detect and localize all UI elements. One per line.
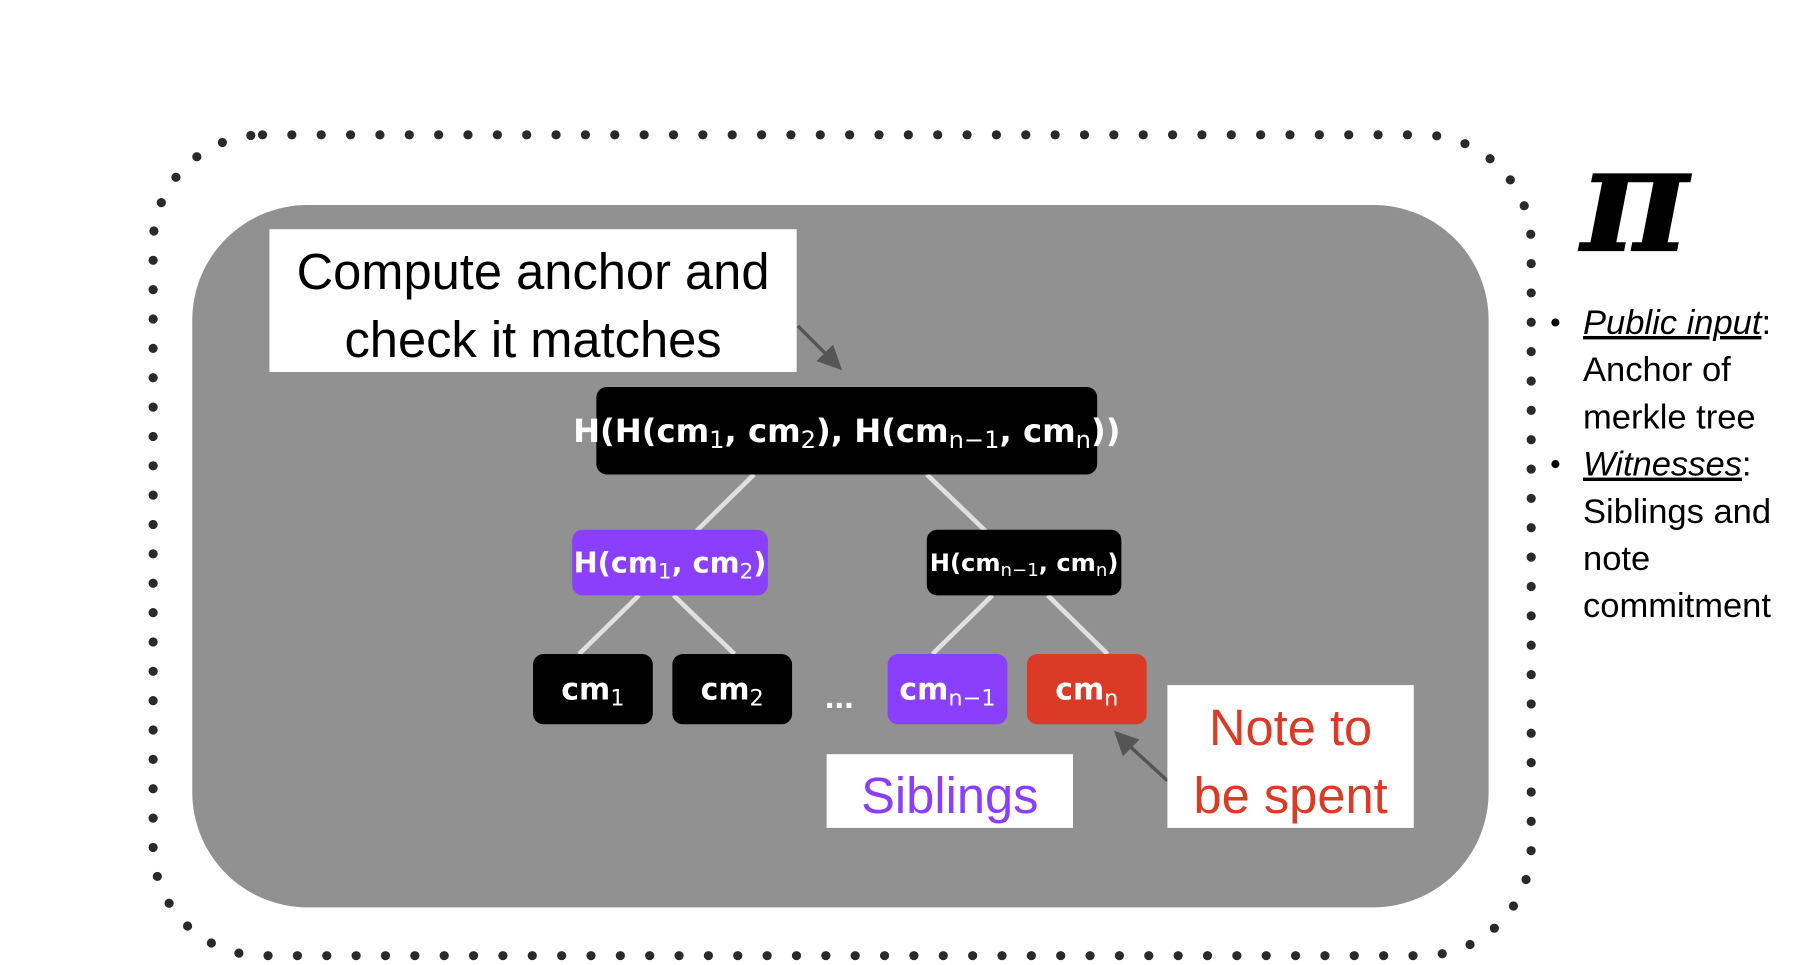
bullet-term: Public input: — [1583, 304, 1771, 342]
subscript: n−1 — [1001, 559, 1039, 580]
bullet-list: Public input: Anchor of merkle tree Witness… — [1551, 304, 1771, 625]
subscript: n — [1104, 685, 1118, 711]
node-label: cm2 — [701, 673, 764, 711]
instruction-line: Compute anchor and — [297, 243, 770, 300]
tree-node — [1026, 654, 1147, 725]
node-label: cm1 — [561, 673, 624, 711]
subscript: 2 — [750, 685, 764, 711]
spent-box — [1167, 685, 1414, 828]
tree: H(H(cm1, cm2), H(cmn−1, cmn))H(cm1, cm2)… — [533, 386, 1147, 725]
instruction-line: check it matches — [344, 311, 721, 368]
label-part: )) — [1091, 412, 1120, 450]
ellipsis: ... — [825, 678, 854, 716]
spent-line: Note to — [1209, 699, 1372, 756]
bullet-line: note — [1583, 540, 1650, 578]
spent-line: be spent — [1193, 767, 1387, 824]
label-part: H(cm — [930, 549, 1001, 577]
siblings-label: Siblings — [861, 767, 1038, 824]
arrows — [796, 324, 1169, 782]
circuit-box — [192, 205, 1489, 908]
node-label: H(cm1, cm2) — [574, 546, 767, 585]
label-part: H(H(cm — [573, 412, 709, 450]
instruction-box — [269, 229, 797, 372]
label-part: , cm — [1000, 412, 1076, 450]
subscript: n — [1096, 559, 1108, 580]
tree-node — [887, 654, 1008, 725]
label-part: ) — [1107, 549, 1118, 577]
term: Witnesses — [1583, 446, 1742, 484]
bullet-line: Siblings and — [1583, 493, 1771, 531]
label-part: , cm — [672, 546, 740, 580]
node-label: H(cmn−1, cmn) — [930, 549, 1119, 581]
tree-node — [596, 386, 1098, 475]
bullet-term: Witnesses: — [1583, 446, 1752, 484]
label-part: cm — [1055, 673, 1104, 708]
subscript: n — [1076, 426, 1091, 454]
proof-symbol: π — [1577, 111, 1693, 287]
tree-edges — [577, 472, 1110, 656]
label-part: , cm — [1039, 549, 1096, 577]
label-part: , cm — [725, 412, 801, 450]
subscript: 1 — [658, 559, 672, 584]
siblings-box — [826, 754, 1073, 828]
tree-node — [533, 654, 653, 725]
node-label: H(H(cm1, cm2), H(cmn−1, cmn)) — [573, 412, 1120, 454]
label-part: cm — [561, 673, 610, 708]
subscript: 1 — [709, 426, 724, 454]
node-label: cmn−1 — [899, 673, 995, 711]
bullet-line: merkle tree — [1583, 398, 1756, 436]
label-part: H(cm — [574, 546, 658, 580]
punct: : — [1742, 446, 1752, 484]
term: Public input — [1583, 304, 1763, 342]
bullet-line: commitment — [1583, 587, 1771, 625]
label-part: cm — [701, 673, 750, 708]
node-label: cmn — [1055, 673, 1118, 711]
tree-node — [926, 529, 1122, 596]
label-part: ) — [753, 546, 766, 580]
subscript: n−1 — [949, 426, 1000, 454]
subscript: 2 — [801, 426, 816, 454]
subscript: n−1 — [948, 685, 995, 711]
label-part: cm — [899, 673, 948, 708]
bullet-line: Anchor of — [1583, 351, 1731, 389]
tree-node — [572, 529, 768, 596]
punct: : — [1761, 304, 1771, 342]
bullet — [1551, 318, 1560, 327]
label-part: ), H(cm — [816, 412, 949, 450]
tree-node — [672, 654, 793, 725]
subscript: 1 — [610, 685, 624, 711]
bullet — [1551, 460, 1560, 469]
subscript: 2 — [740, 559, 754, 584]
